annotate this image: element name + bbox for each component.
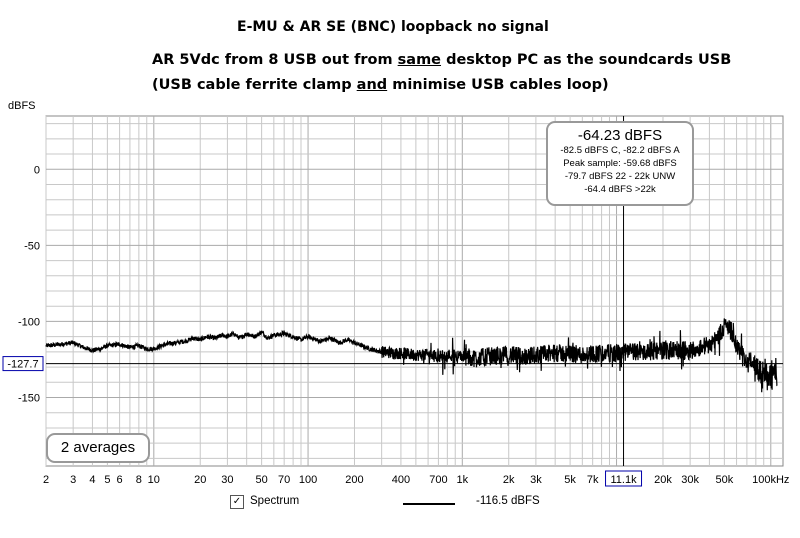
y-axis-label: dBFS [8,100,36,112]
subtitle-line-1-part-a: AR 5Vdc from 8 USB out from [152,52,398,68]
readout-line: -79.7 dBFS 22 - 22k UNW [564,171,676,182]
x-tick-label: 3k [530,474,542,486]
x-tick-label: 5k [564,474,576,486]
x-tick-label: 3 [70,474,76,486]
x-tick-label: 2 [43,474,49,486]
cursor-x-label-box [605,470,643,487]
y-tick-label: 0 [34,164,40,176]
x-tick-label: 5 [104,474,110,486]
x-tick-label: 100 [299,474,317,486]
y-tick-label: -100 [18,316,40,328]
cursor-y-label-box [2,356,44,372]
subtitle-line-2-part-b: minimise USB cables loop) [387,77,609,93]
chart-subtitle-line-1: AR 5Vdc from 8 USB out from same desktop… [152,52,800,68]
cursor-x-label: 11.1k [610,474,637,486]
subtitle-line-1-part-b: desktop PC as the soundcards USB [441,52,732,68]
readout-line: -64.4 dBFS >22k [584,184,656,195]
x-tick-label: 8 [136,474,142,486]
x-tick-label: 20 [194,474,206,486]
x-tick-label: 70 [278,474,290,486]
x-tick-label: 50k [715,474,733,486]
x-tick-label: 1k [456,474,468,486]
subtitle-line-2-part-a: (USB cable ferrite clamp [152,77,357,93]
x-tick-label: 7k [587,474,599,486]
legend-value: -116.5 dBFS [476,495,540,507]
subtitle-line-2-underlined: and [356,77,388,93]
x-tick-label: 50 [255,474,267,486]
spectrum-trace [45,318,778,393]
y-tick-label: -50 [24,240,40,252]
x-tick-label: 100kHz [752,474,789,486]
x-tick-label: 30 [221,474,233,486]
x-tick-label: 700 [429,474,447,486]
chart-subtitle-line-2: (USB cable ferrite clamp and minimise US… [152,77,800,93]
level-readout-box: -64.23 dBFS -82.5 dBFS C, -82.2 dBFS A P… [546,121,694,206]
x-tick-label: 10 [148,474,160,486]
x-tick-label: 6 [117,474,123,486]
x-tick-label: 200 [345,474,363,486]
readout-line: -82.5 dBFS C, -82.2 dBFS A [560,145,680,156]
y-tick-label: -150 [18,393,40,405]
legend-line-swatch [403,503,455,505]
x-tick-label: 20k [654,474,672,486]
readout-main-value: -64.23 dBFS [577,127,663,144]
x-tick-label: 4 [89,474,95,486]
subtitle-line-1-underlined: same [397,52,442,68]
legend-label: Spectrum [250,495,300,507]
readout-line: Peak sample: -59.68 dBFS [563,158,677,169]
chart-title: E-MU & AR SE (BNC) loopback no signal [237,19,549,35]
cursor-y-label: -127.7 [7,359,38,371]
x-tick-label: 30k [681,474,699,486]
x-tick-label: 2k [503,474,515,486]
spectrum-checkbox[interactable]: ✓ [230,495,244,509]
x-tick-label: 400 [392,474,410,486]
averages-badge: 2 averages [46,433,150,463]
